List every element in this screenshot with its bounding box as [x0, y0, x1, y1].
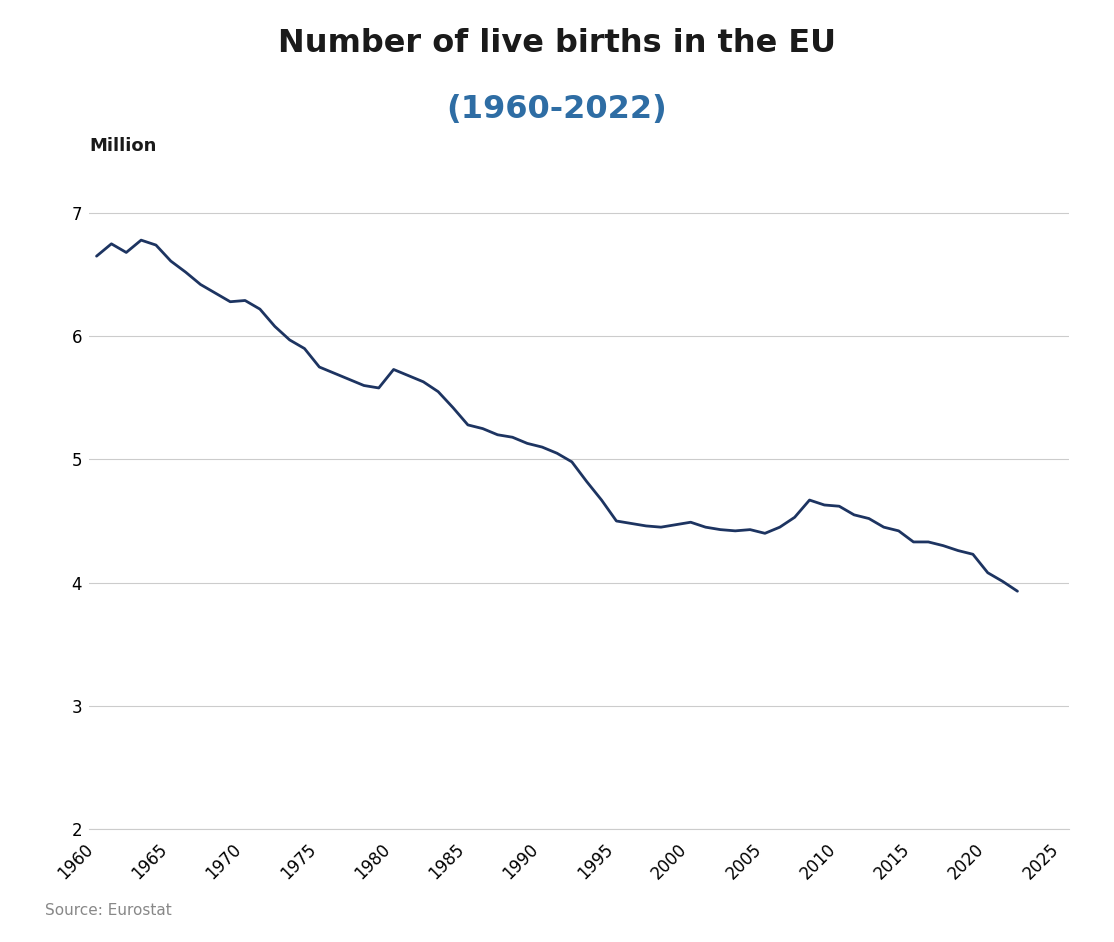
- Text: Source: Eurostat: Source: Eurostat: [45, 903, 172, 918]
- Text: Million: Million: [89, 138, 156, 155]
- Text: Number of live births in the EU: Number of live births in the EU: [277, 28, 837, 59]
- Text: euro: euro: [987, 880, 1018, 894]
- Text: news.: news.: [979, 906, 1026, 919]
- Text: (1960-2022): (1960-2022): [447, 94, 667, 125]
